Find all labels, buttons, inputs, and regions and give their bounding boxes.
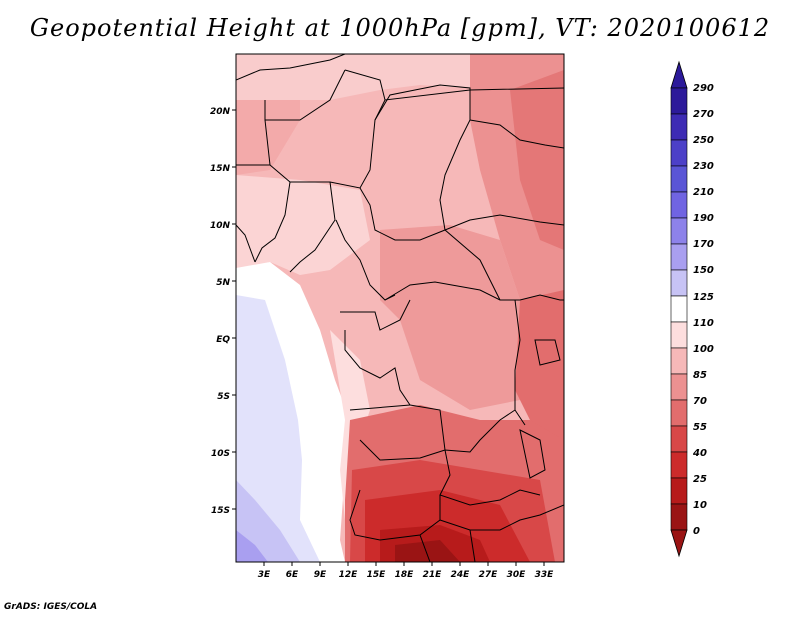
colorbar-label: 170 [693,239,714,250]
colorbar-label: 70 [693,396,707,407]
colorbar-cell [670,87,688,115]
lon-label: 24E [451,570,471,580]
page-title: Geopotential Height at 1000hPa [gpm], VT… [29,14,771,42]
colorbar: 290 270 250 230 210 190 170 150 125 110 … [670,60,714,558]
colorbar-cells [670,87,688,531]
triangle-up-icon [670,60,688,89]
lon-tick: 33E [535,562,555,580]
lat-tick: 15S [211,506,236,516]
colorbar-label: 250 [693,135,714,146]
colorbar-cell [670,295,688,323]
lon-label: 15E [367,570,387,580]
lon-label: 33E [535,570,555,580]
lat-label: 15S [211,506,230,516]
longitude-axis: 3E 6E 9E 12E 15E 18E 21E 24E 27E 30E 33E [258,562,554,580]
colorbar-cell [670,243,688,271]
colorbar-cell [670,503,688,531]
map-frame [235,53,565,563]
colorbar-label: 85 [693,370,707,381]
footer-credit: GrADS: IGES/COLA [4,602,98,612]
lat-label: 20N [210,107,231,117]
lon-tick: 18E [395,562,415,580]
lon-label: 12E [339,570,359,580]
lat-label: 10S [211,449,230,459]
colorbar-label: 210 [693,187,714,198]
lon-label: 27E [479,570,499,580]
colorbar-cell [670,477,688,505]
colorbar-cell [670,451,688,479]
lat-tick: 15N [210,164,236,174]
country-borders [236,54,564,562]
colorbar-label: 0 [693,526,700,537]
colorbar-label: 40 [692,448,707,459]
colorbar-label: 150 [693,265,714,276]
colorbar-label: 25 [693,474,707,485]
colorbar-label: 290 [693,83,714,94]
lon-tick: 15E [367,562,387,580]
colorbar-label: 100 [693,344,714,355]
shaded-field [236,54,564,562]
lon-label: 21E [423,570,443,580]
triangle-down-icon [670,529,688,558]
latitude-axis: 20N 15N 10N 5N EQ 5S 10S 15S [210,107,236,516]
lat-tick: 20N [210,107,236,117]
lat-tick: 10S [211,449,236,459]
colorbar-cell [670,139,688,167]
colorbar-cell [670,217,688,245]
colorbar-label: 10 [693,500,707,511]
lat-label: EQ [216,335,230,345]
colorbar-label: 230 [693,161,714,172]
colorbar-cell [670,321,688,349]
lon-label: 18E [395,570,415,580]
colorbar-label: 125 [693,292,714,303]
lat-tick: 10N [210,221,236,231]
colorbar-label: 190 [693,213,714,224]
lat-label: 5N [216,278,230,288]
colorbar-label: 270 [693,109,714,120]
lat-tick: 5N [216,278,236,288]
lon-tick: 24E [451,562,471,580]
colorbar-cell [670,113,688,141]
colorbar-cell [670,191,688,219]
lon-tick: 9E [314,562,327,580]
lat-label: 10N [210,221,231,231]
lon-tick: 27E [479,562,499,580]
colorbar-labels: 290 270 250 230 210 190 170 150 125 110 … [692,83,714,537]
colorbar-cell [670,347,688,375]
lat-label: 5S [217,392,230,402]
lon-tick: 3E [258,562,271,580]
lon-label: 30E [507,570,527,580]
lon-tick: 30E [507,562,527,580]
lat-tick: 5S [217,392,236,402]
colorbar-cell [670,269,688,297]
lon-label: 9E [314,570,327,580]
lon-tick: 12E [339,562,359,580]
colorbar-cell [670,373,688,401]
lat-tick: EQ [216,335,236,345]
lon-label: 6E [286,570,299,580]
lon-tick: 6E [286,562,299,580]
colorbar-cell [670,399,688,427]
lat-label: 15N [210,164,231,174]
colorbar-cell [670,425,688,453]
colorbar-label: 55 [693,422,707,433]
lon-label: 3E [258,570,271,580]
colorbar-label: 110 [693,318,714,329]
lon-tick: 21E [423,562,443,580]
colorbar-cell [670,165,688,193]
